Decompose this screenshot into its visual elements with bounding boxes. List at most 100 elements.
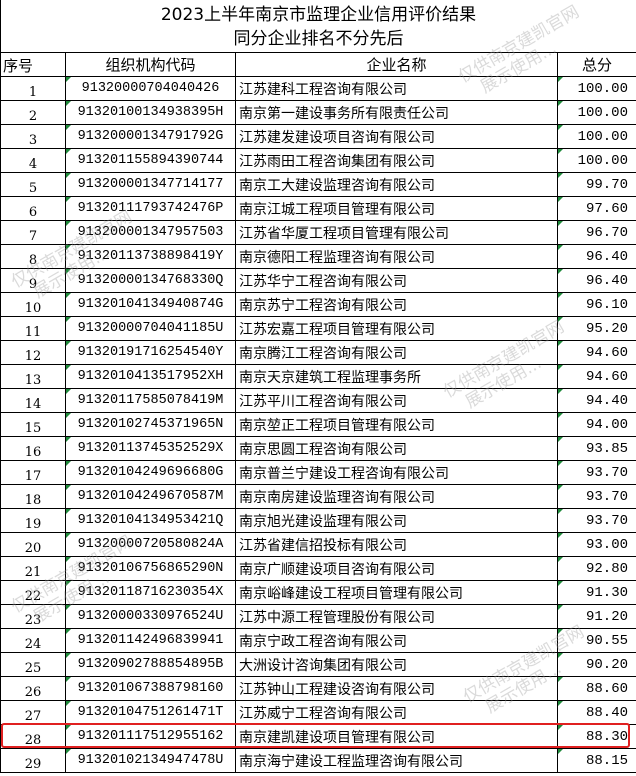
row-score[interactable]: 88.15 bbox=[557, 748, 636, 773]
row-code[interactable]: 91320106756865290N bbox=[65, 556, 236, 581]
row-company-name[interactable]: 江苏中源工程管理股份有限公司 bbox=[235, 604, 558, 629]
row-score[interactable]: 91.20 bbox=[557, 604, 636, 629]
row-company-name[interactable]: 南京腾江工程咨询有限公司 bbox=[235, 340, 558, 365]
row-seq[interactable]: 16 bbox=[0, 436, 66, 461]
row-seq[interactable]: 10 bbox=[0, 292, 66, 317]
row-score[interactable]: 90.55 bbox=[557, 628, 636, 653]
row-company-name[interactable]: 南京德阳工程监理咨询有限公司 bbox=[235, 244, 558, 269]
row-score[interactable]: 100.00 bbox=[557, 100, 636, 125]
row-seq[interactable]: 12 bbox=[0, 340, 66, 365]
row-seq[interactable]: 17 bbox=[0, 460, 66, 485]
row-score[interactable]: 93.70 bbox=[557, 508, 636, 533]
row-score[interactable]: 97.60 bbox=[557, 196, 636, 221]
row-seq[interactable]: 13 bbox=[0, 364, 66, 389]
row-code[interactable]: 91320104249696680G bbox=[65, 460, 236, 485]
row-seq[interactable]: 11 bbox=[0, 316, 66, 341]
row-score[interactable]: 94.00 bbox=[557, 412, 636, 437]
row-company-name[interactable]: 江苏雨田工程咨询集团有限公司 bbox=[235, 148, 558, 173]
row-seq[interactable]: 27 bbox=[0, 700, 66, 725]
row-score[interactable]: 93.70 bbox=[557, 460, 636, 485]
row-code[interactable]: 91320113738898419Y bbox=[65, 244, 236, 269]
row-code[interactable]: 9132010413517952XH bbox=[65, 364, 236, 389]
row-score[interactable]: 93.00 bbox=[557, 532, 636, 557]
row-score[interactable]: 88.60 bbox=[557, 676, 636, 701]
row-code[interactable]: 91320104134953421Q bbox=[65, 508, 236, 533]
row-company-name[interactable]: 江苏省华厦工程项目管理有限公司 bbox=[235, 220, 558, 245]
row-seq[interactable]: 18 bbox=[0, 484, 66, 509]
row-seq[interactable]: 28 bbox=[0, 724, 66, 749]
row-company-name[interactable]: 南京南房建设监理咨询有限公司 bbox=[235, 484, 558, 509]
row-code[interactable]: 913201117512955162 bbox=[65, 724, 236, 749]
row-code[interactable]: 91320000134791792G bbox=[65, 124, 236, 149]
row-score[interactable]: 100.00 bbox=[557, 148, 636, 173]
row-code[interactable]: 91320113745352529X bbox=[65, 436, 236, 461]
row-score[interactable]: 93.70 bbox=[557, 484, 636, 509]
row-code[interactable]: 91320117585078419M bbox=[65, 388, 236, 413]
row-seq[interactable]: 5 bbox=[0, 172, 66, 197]
row-code[interactable]: 91320000720580824A bbox=[65, 532, 236, 557]
row-company-name[interactable]: 江苏宏嘉工程项目管理有限公司 bbox=[235, 316, 558, 341]
row-seq[interactable]: 15 bbox=[0, 412, 66, 437]
row-seq[interactable]: 3 bbox=[0, 124, 66, 149]
row-code[interactable]: 91320102745371965N bbox=[65, 412, 236, 437]
row-seq[interactable]: 7 bbox=[0, 220, 66, 245]
row-company-name[interactable]: 江苏省建信招投标有限公司 bbox=[235, 532, 558, 557]
row-score[interactable]: 94.40 bbox=[557, 388, 636, 413]
row-score[interactable]: 88.30 bbox=[557, 724, 636, 749]
row-code[interactable]: 91320104249670587M bbox=[65, 484, 236, 509]
row-company-name[interactable]: 南京天京建筑工程监理事务所 bbox=[235, 364, 558, 389]
row-code[interactable]: 913201142496839941 bbox=[65, 628, 236, 653]
row-company-name[interactable]: 南京堃正工程项目管理有限公司 bbox=[235, 412, 558, 437]
row-company-name[interactable]: 江苏平川工程咨询有限公司 bbox=[235, 388, 558, 413]
row-seq[interactable]: 23 bbox=[0, 604, 66, 629]
row-score[interactable]: 96.40 bbox=[557, 268, 636, 293]
row-seq[interactable]: 6 bbox=[0, 196, 66, 221]
row-seq[interactable]: 24 bbox=[0, 628, 66, 653]
row-company-name[interactable]: 江苏建科工程咨询有限公司 bbox=[235, 76, 558, 101]
row-score[interactable]: 92.80 bbox=[557, 556, 636, 581]
row-company-name[interactable]: 江苏华宁工程咨询有限公司 bbox=[235, 268, 558, 293]
row-code[interactable]: 91320111793742476P bbox=[65, 196, 236, 221]
row-code[interactable]: 91320191716254540Y bbox=[65, 340, 236, 365]
row-company-name[interactable]: 南京第一建设事务所有限责任公司 bbox=[235, 100, 558, 125]
row-score[interactable]: 100.00 bbox=[557, 124, 636, 149]
row-score[interactable]: 100.00 bbox=[557, 76, 636, 101]
row-company-name[interactable]: 南京广顺建设项目咨询有限公司 bbox=[235, 556, 558, 581]
row-company-name[interactable]: 大洲设计咨询集团有限公司 bbox=[235, 652, 558, 677]
row-code[interactable]: 91320104134940874G bbox=[65, 292, 236, 317]
row-seq[interactable]: 22 bbox=[0, 580, 66, 605]
row-score[interactable]: 96.10 bbox=[557, 292, 636, 317]
row-score[interactable]: 94.60 bbox=[557, 364, 636, 389]
row-score[interactable]: 88.40 bbox=[557, 700, 636, 725]
row-code[interactable]: 913200001347714177 bbox=[65, 172, 236, 197]
row-code[interactable]: 91320100134938395H bbox=[65, 100, 236, 125]
row-company-name[interactable]: 南京旭光建设监理有限公司 bbox=[235, 508, 558, 533]
row-seq[interactable]: 25 bbox=[0, 652, 66, 677]
row-seq[interactable]: 4 bbox=[0, 148, 66, 173]
row-seq[interactable]: 20 bbox=[0, 532, 66, 557]
row-score[interactable]: 94.60 bbox=[557, 340, 636, 365]
row-company-name[interactable]: 南京建凯建设项目管理有限公司 bbox=[235, 724, 558, 749]
row-score[interactable]: 90.20 bbox=[557, 652, 636, 677]
row-seq[interactable]: 8 bbox=[0, 244, 66, 269]
row-code[interactable]: 91320000330976524U bbox=[65, 604, 236, 629]
row-score[interactable]: 96.70 bbox=[557, 220, 636, 245]
row-seq[interactable]: 14 bbox=[0, 388, 66, 413]
row-code[interactable]: 913200001347957503 bbox=[65, 220, 236, 245]
row-score[interactable]: 93.85 bbox=[557, 436, 636, 461]
row-code[interactable]: 913201067388798160 bbox=[65, 676, 236, 701]
row-company-name[interactable]: 南京苏宁工程咨询有限公司 bbox=[235, 292, 558, 317]
row-seq[interactable]: 2 bbox=[0, 100, 66, 125]
row-company-name[interactable]: 南京江城工程项目管理有限公司 bbox=[235, 196, 558, 221]
row-code[interactable]: 91320102134947478U bbox=[65, 748, 236, 773]
row-code[interactable]: 913201155894390744 bbox=[65, 148, 236, 173]
row-code[interactable]: 91320118716230354X bbox=[65, 580, 236, 605]
row-company-name[interactable]: 南京宁政工程咨询有限公司 bbox=[235, 628, 558, 653]
row-seq[interactable]: 19 bbox=[0, 508, 66, 533]
row-score[interactable]: 95.20 bbox=[557, 316, 636, 341]
row-company-name[interactable]: 江苏建发建设项目咨询有限公司 bbox=[235, 124, 558, 149]
row-seq[interactable]: 26 bbox=[0, 676, 66, 701]
row-company-name[interactable]: 江苏钟山工程建设咨询有限公司 bbox=[235, 676, 558, 701]
row-company-name[interactable]: 南京峪峰建设工程项目管理有限公司 bbox=[235, 580, 558, 605]
row-company-name[interactable]: 江苏威宁工程咨询有限公司 bbox=[235, 700, 558, 725]
